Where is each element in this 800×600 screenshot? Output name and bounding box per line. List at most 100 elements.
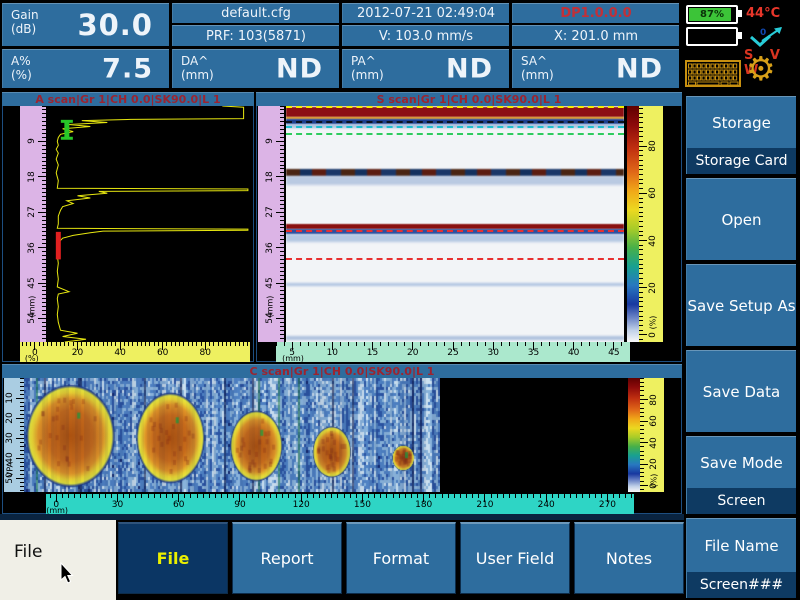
tick-mark xyxy=(42,188,46,189)
tick-label: 35 xyxy=(528,348,539,358)
tick-mark xyxy=(141,494,142,498)
s-scan-view[interactable] xyxy=(286,106,624,342)
tick-mark xyxy=(132,342,133,346)
sidebar-button-file-name[interactable]: File Name Screen### xyxy=(686,518,796,598)
gain-cell[interactable]: Gain(dB) 30.0 xyxy=(2,3,169,46)
tick-mark xyxy=(280,314,284,315)
tick-mark xyxy=(154,494,155,498)
a-scan-header: A scan|Gr 1|CH 0.0|SK90.0|L 1 xyxy=(2,92,254,106)
a-scan-view[interactable] xyxy=(54,106,250,342)
tick-mark xyxy=(276,318,284,319)
tab-format[interactable]: Format xyxy=(346,522,456,594)
tick-mark xyxy=(541,342,542,346)
tick-mark xyxy=(42,263,46,264)
tick-mark xyxy=(640,438,644,439)
tick-mark xyxy=(103,342,104,346)
tick-label: 40 xyxy=(648,231,658,251)
tick-mark xyxy=(22,342,23,346)
tick-mark xyxy=(639,202,643,203)
tick-mark xyxy=(42,227,46,228)
sidebar-button-storage[interactable]: Storage Storage Card xyxy=(686,96,796,174)
sidebar-button-save-data[interactable]: Save Data xyxy=(686,350,796,432)
tick-mark xyxy=(42,165,46,166)
tick-mark xyxy=(613,494,614,498)
tick-mark xyxy=(280,267,284,268)
tick-mark xyxy=(558,494,559,498)
tick-mark xyxy=(280,129,284,130)
sidebar-button-open[interactable]: Open xyxy=(686,178,796,260)
tick-mark xyxy=(417,494,418,498)
tick-mark xyxy=(135,494,136,498)
tick-mark xyxy=(280,172,284,173)
sidebar-button-save-setup-as[interactable]: Save Setup As xyxy=(686,264,796,346)
tick-mark xyxy=(280,113,284,114)
tick-label: 240 xyxy=(538,500,555,510)
sidebar-button-save-mode[interactable]: Save Mode Screen xyxy=(686,436,796,514)
tab-notes[interactable]: Notes xyxy=(574,522,684,594)
tick-mark xyxy=(280,149,284,150)
gain-value: 30.0 xyxy=(77,8,153,42)
tick-mark xyxy=(280,239,284,240)
tick-mark xyxy=(280,109,284,110)
tick-mark xyxy=(396,342,397,346)
tick-label: 80 xyxy=(200,348,211,358)
tick-mark xyxy=(639,221,643,222)
datetime-cell: 2012-07-21 02:49:04 xyxy=(342,3,509,23)
tick-mark xyxy=(280,251,284,252)
tick-mark xyxy=(16,418,24,419)
tick-mark xyxy=(94,342,95,346)
tick-mark xyxy=(564,494,565,498)
tick-mark xyxy=(639,146,647,147)
tick-mark xyxy=(90,342,91,346)
tick-mark xyxy=(640,455,644,456)
tick-mark xyxy=(16,458,24,459)
gear-icon[interactable]: ⚙ xyxy=(746,52,776,85)
tick-mark xyxy=(356,494,357,498)
omniscan-screen: Gain(dB) 30.0 default.cfg PRF: 103(5871)… xyxy=(0,0,800,600)
tick-mark xyxy=(639,226,643,227)
tick-mark xyxy=(42,338,46,339)
keyboard-icon[interactable] xyxy=(685,60,742,92)
s-scan-gate-line xyxy=(286,126,624,128)
tick-mark xyxy=(640,459,644,460)
axis-unit-label: (mm) xyxy=(266,294,275,318)
tick-mark xyxy=(639,292,643,293)
tab-user-field[interactable]: User Field xyxy=(460,522,570,594)
tick-mark xyxy=(42,133,46,134)
c-scan-vpa-ruler: 1020304050VPA xyxy=(4,378,24,492)
tick-mark xyxy=(639,320,643,321)
tick-mark xyxy=(258,494,259,498)
tick-mark xyxy=(280,224,284,225)
prf-cell: PRF: 103(5871) xyxy=(172,25,339,46)
tick-mark xyxy=(639,183,643,184)
c-scan-image xyxy=(24,378,440,492)
tick-label: 18 xyxy=(27,167,37,187)
tick-mark xyxy=(640,408,644,409)
tick-mark xyxy=(631,494,632,498)
c-scan-view[interactable] xyxy=(24,378,440,492)
tab-report[interactable]: Report xyxy=(232,522,342,594)
tick-mark xyxy=(630,342,631,346)
tick-mark xyxy=(280,306,284,307)
tick-mark xyxy=(276,247,284,248)
a-scan-depth-ruler: 91827364554(mm) xyxy=(20,106,46,342)
tick-mark xyxy=(527,494,528,498)
s-scan-gate-line xyxy=(286,106,624,108)
tick-mark xyxy=(503,494,504,498)
tick-mark xyxy=(280,279,284,280)
tick-mark xyxy=(319,494,320,498)
tick-mark xyxy=(521,494,522,498)
tick-label: 27 xyxy=(265,202,275,222)
tick-mark xyxy=(62,494,63,498)
tick-mark xyxy=(247,342,248,346)
tick-mark xyxy=(201,342,202,346)
tick-mark xyxy=(154,342,155,346)
tick-mark xyxy=(276,342,277,346)
tab-file[interactable]: File xyxy=(118,522,228,594)
tick-mark xyxy=(280,290,284,291)
s-scan-echo-band xyxy=(286,283,624,286)
tick-mark xyxy=(589,494,590,498)
tick-mark xyxy=(640,390,644,391)
tick-mark xyxy=(466,494,467,498)
tick-mark xyxy=(280,255,284,256)
